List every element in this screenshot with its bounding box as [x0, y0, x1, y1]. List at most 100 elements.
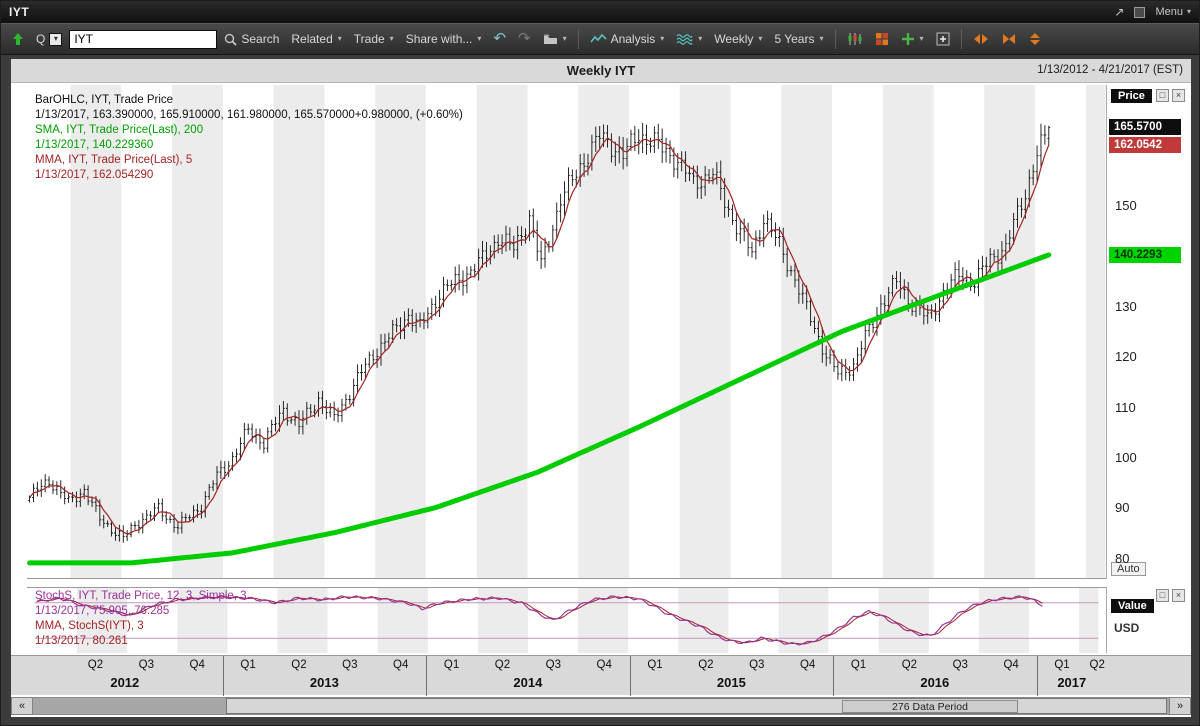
candlestick-chart-icon: [848, 33, 861, 45]
scroll-far-left-button[interactable]: «: [11, 697, 33, 715]
heatmap-button[interactable]: [870, 29, 894, 49]
quote-type-dropdown[interactable]: Q ▾: [31, 29, 67, 49]
share-dropdown[interactable]: Share with... ▾: [401, 29, 487, 49]
panel-close-icon[interactable]: ×: [1172, 589, 1185, 602]
combo-box-icon: ▾: [49, 32, 63, 46]
up-down-arrows-icon: [1029, 33, 1040, 45]
caret-down-icon: ▾: [562, 34, 567, 43]
caret-down-icon: ▾: [758, 34, 763, 43]
chart-header: Weekly IYT 1/13/2012 - 4/21/2017 (EST): [11, 59, 1191, 83]
caret-down-icon: ▾: [919, 34, 924, 43]
price-tick-label: 100: [1115, 450, 1137, 466]
undo-button[interactable]: ↶: [488, 29, 511, 49]
quarter-label: Q4: [799, 659, 816, 671]
year-separator: [629, 656, 631, 696]
window-icon[interactable]: [1134, 6, 1146, 18]
price-tick-label: 80: [1115, 550, 1130, 566]
window-title: IYT: [9, 5, 30, 19]
menu-button[interactable]: Menu ▾: [1155, 6, 1191, 18]
redo-button[interactable]: ↷: [513, 29, 536, 49]
redo-icon: ↷: [517, 30, 531, 47]
usd-label: USD: [1114, 621, 1140, 635]
titlebar: IYT ↗ Menu ▾: [1, 1, 1199, 23]
chart-body: BarOHLC, IYT, Trade Price 1/13/2017, 163…: [11, 83, 1191, 717]
left-right-arrows-icon: [973, 34, 988, 44]
quarter-label: Q4: [393, 659, 409, 671]
trade-label: Trade: [353, 32, 385, 46]
panel-minimize-icon[interactable]: □: [1156, 89, 1169, 102]
caret-down-icon: ▾: [477, 34, 482, 43]
search-button[interactable]: Search: [219, 29, 284, 49]
analysis-zigzag-icon: [589, 33, 607, 43]
mma-price-box: 162.0542: [1109, 137, 1181, 154]
price-tick-label: 120: [1115, 349, 1137, 365]
bowtie-icon: [1002, 34, 1015, 44]
last-price-box: 165.5700: [1109, 119, 1181, 136]
zoom-extents-button[interactable]: [996, 30, 1022, 48]
year-separator: [1036, 656, 1038, 696]
toolbar: Q ▾ Search Related ▾ Trade ▾ Share with.…: [1, 23, 1199, 55]
quarter-label: Q2: [901, 659, 918, 671]
range-label: 5 Years: [774, 32, 815, 46]
trade-dropdown[interactable]: Trade ▾: [349, 29, 399, 49]
chart-style-button[interactable]: [842, 29, 868, 49]
toolbar-separator: [960, 29, 962, 49]
quarter-label: Q3: [952, 659, 968, 671]
price-tick-label: 130: [1115, 298, 1137, 314]
undo-icon: ↶: [493, 30, 506, 47]
quarter-label: Q3: [545, 659, 561, 671]
scrollbar-track[interactable]: 276 Data Period: [33, 697, 1169, 715]
up-arrow-button[interactable]: [7, 29, 29, 49]
chart-paper: Weekly IYT 1/13/2012 - 4/21/2017 (EST) B…: [11, 59, 1191, 717]
caret-down-icon: ▾: [698, 34, 703, 43]
analysis-dropdown[interactable]: Analysis ▾: [585, 29, 670, 49]
quarter-label: Q4: [189, 659, 205, 671]
caret-down-icon: ▾: [1186, 7, 1191, 16]
pan-arrows-button[interactable]: [968, 30, 994, 48]
portfolio-dropdown[interactable]: ▾: [538, 30, 572, 48]
share-label: Share with...: [405, 32, 473, 46]
caret-down-icon: ▾: [337, 34, 342, 43]
scrollbar-thumb[interactable]: 276 Data Period: [226, 698, 1167, 714]
caret-down-icon: ▾: [389, 34, 394, 43]
green-up-arrow-icon: [13, 33, 23, 45]
stoch-panel-controls: □ ×: [1156, 589, 1185, 602]
crosshair-dropdown[interactable]: ▾: [896, 29, 929, 49]
quarter-label: Q1: [1054, 659, 1070, 671]
value-axis-label: Value: [1111, 599, 1154, 613]
toolbar-separator: [577, 29, 579, 49]
panel-close-icon[interactable]: ×: [1172, 89, 1185, 102]
frequency-dropdown[interactable]: Weekly ▾: [709, 29, 767, 49]
waves-icon: [676, 34, 693, 45]
scroll-far-right-button[interactable]: »: [1169, 697, 1191, 715]
main-price-chart[interactable]: [27, 85, 1107, 579]
quarter-label: Q2: [87, 659, 104, 671]
price-axis-label: Price: [1111, 89, 1152, 103]
quarter-label: Q3: [342, 659, 358, 671]
quarter-label: Q1: [647, 659, 663, 671]
menu-label: Menu: [1155, 6, 1183, 18]
chart-date-range: 1/13/2012 - 4/21/2017 (EST): [1037, 64, 1183, 76]
price-tick-label: 110: [1115, 399, 1136, 415]
range-dropdown[interactable]: 5 Years ▾: [769, 29, 828, 49]
stochastics-chart[interactable]: [27, 587, 1107, 653]
quarter-label: Q1: [850, 659, 867, 671]
toolbar-separator: [834, 29, 836, 49]
main-panel-controls: □ ×: [1156, 89, 1185, 102]
frequency-label: Weekly: [714, 32, 754, 46]
quarter-label: Q4: [1003, 659, 1019, 671]
add-panel-button[interactable]: [931, 29, 955, 49]
popout-icon[interactable]: ↗: [1114, 5, 1125, 19]
compare-dropdown[interactable]: ▾: [671, 30, 707, 48]
quarter-label: Q2: [698, 659, 714, 671]
chart-title: Weekly IYT: [566, 63, 636, 78]
vertical-scale-button[interactable]: [1024, 29, 1046, 49]
panel-minimize-icon[interactable]: □: [1156, 589, 1169, 602]
symbol-input[interactable]: [69, 29, 218, 49]
auto-scale-button[interactable]: Auto: [1111, 562, 1146, 576]
quarter-label: Q2: [494, 659, 511, 671]
related-dropdown[interactable]: Related ▾: [286, 29, 346, 49]
analysis-label: Analysis: [610, 32, 656, 46]
horizontal-scrollbar: « 276 Data Period »: [11, 697, 1191, 715]
